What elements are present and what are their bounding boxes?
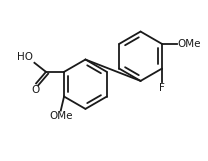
Text: O: O [31, 85, 39, 95]
Text: F: F [159, 83, 165, 93]
Text: OMe: OMe [178, 39, 201, 49]
Text: OMe: OMe [49, 111, 73, 121]
Text: HO: HO [17, 52, 33, 62]
